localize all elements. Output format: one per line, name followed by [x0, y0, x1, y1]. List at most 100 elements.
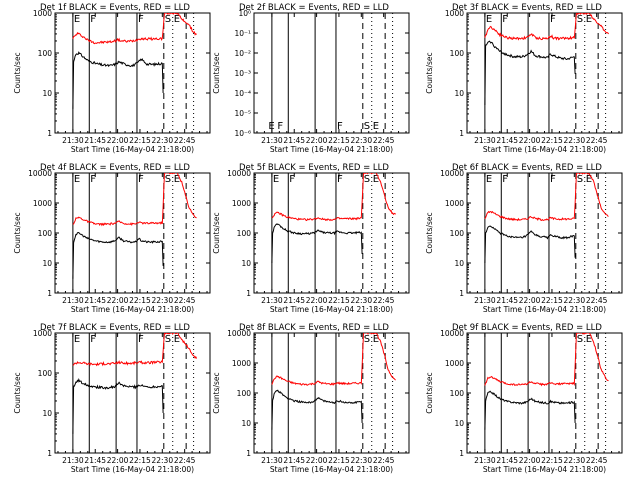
event-marker: F [138, 14, 144, 25]
y-tick-label: 10 [241, 419, 251, 428]
event-marker: F [502, 14, 508, 25]
y-tick-label: 10 [42, 89, 52, 98]
series-events [72, 51, 164, 109]
x-tick-label: 22:30 [350, 136, 372, 145]
x-tick-label: 22:15 [541, 456, 563, 465]
x-tick-label: 22:45 [586, 136, 608, 145]
y-tick-label: 1000 [33, 199, 52, 208]
event-marker: F [90, 14, 96, 25]
y-tick-label: 1000 [445, 359, 464, 368]
x-axis-label: Start Time (16-May-04 21:18:00) [270, 465, 393, 474]
y-axis-label: Counts/sec [212, 52, 221, 93]
plot-frame [253, 332, 410, 454]
x-tick-label: 22:00 [306, 456, 328, 465]
y-tick-label: 10⁻² [234, 49, 251, 58]
y-tick-label: 100 [38, 229, 53, 238]
x-tick-label: 21:30 [474, 456, 496, 465]
y-tick-label: 1000 [445, 9, 464, 18]
event-marker: E [74, 334, 80, 345]
panel-title: Det 1f BLACK = Events, RED = LLD [40, 3, 190, 13]
y-axis-label: Counts/sec [425, 372, 434, 413]
x-tick-label: 22:00 [107, 136, 129, 145]
event-marker: S [364, 174, 370, 185]
x-tick-label: 21:30 [62, 456, 84, 465]
x-tick-label: 22:15 [129, 136, 151, 145]
x-tick-label: 21:30 [62, 136, 84, 145]
x-tick-label: 22:15 [328, 456, 350, 465]
event-marker: S [577, 334, 583, 345]
y-tick-label: 100 [237, 389, 252, 398]
panel-title: Det 2f BLACK = Events, RED = LLD [239, 3, 389, 13]
x-axis-label: Start Time (16-May-04 21:18:00) [71, 145, 194, 154]
x-tick-label: 21:30 [474, 136, 496, 145]
event-marker: S [364, 334, 370, 345]
x-tick-label: 22:30 [563, 456, 585, 465]
x-tick-label: 21:45 [84, 296, 106, 305]
event-marker: F [502, 174, 508, 185]
y-tick-label: 10⁻¹ [234, 29, 251, 38]
event-marker: F [337, 121, 343, 132]
series-lld [484, 13, 609, 41]
event-marker: E [273, 174, 279, 185]
plot-frame [253, 12, 410, 134]
y-tick-label: 1000 [33, 329, 52, 338]
y-tick-label: 1 [459, 129, 464, 138]
series-lld [484, 333, 609, 387]
event-marker: E [174, 14, 180, 25]
x-tick-label: 22:45 [586, 456, 608, 465]
series-lld [72, 173, 197, 227]
x-tick-label: 22:15 [129, 456, 151, 465]
x-axis-label: Start Time (16-May-04 21:18:00) [270, 145, 393, 154]
x-tick-label: 22:45 [174, 136, 196, 145]
panel-title: Det 6f BLACK = Events, RED = LLD [452, 163, 602, 173]
panel-title: Det 9f BLACK = Events, RED = LLD [452, 323, 602, 333]
x-tick-label: 22:45 [373, 296, 395, 305]
x-tick-label: 22:30 [151, 456, 173, 465]
event-marker: E [174, 334, 180, 345]
y-tick-label: 10000 [440, 169, 464, 178]
series-lld [271, 333, 396, 386]
x-tick-label: 22:30 [350, 296, 372, 305]
event-marker: E [486, 14, 492, 25]
event-marker: E [174, 174, 180, 185]
y-tick-label: 1 [459, 289, 464, 298]
y-axis-label: Counts/sec [13, 372, 22, 413]
x-tick-label: 21:30 [62, 296, 84, 305]
series-events [484, 225, 576, 264]
event-marker: S [577, 14, 583, 25]
panel-title: Det 3f BLACK = Events, RED = LLD [452, 3, 602, 13]
event-marker: F [138, 174, 144, 185]
y-tick-label: 100 [237, 229, 252, 238]
x-tick-label: 22:30 [563, 136, 585, 145]
event-marker: E [74, 14, 80, 25]
x-tick-label: 22:15 [328, 136, 350, 145]
y-tick-label: 100 [38, 49, 53, 58]
event-marker: F [337, 174, 343, 185]
event-marker: S [165, 14, 171, 25]
x-tick-label: 22:00 [519, 296, 541, 305]
event-marker: E [268, 121, 274, 132]
x-tick-label: 21:45 [283, 456, 305, 465]
x-tick-label: 21:30 [261, 136, 283, 145]
series-events [484, 40, 576, 106]
plot-frame [466, 332, 623, 454]
event-marker: F [90, 174, 96, 185]
event-marker: F [550, 174, 556, 185]
y-tick-label: 100 [450, 229, 465, 238]
panel-title: Det 8f BLACK = Events, RED = LLD [239, 323, 389, 333]
x-tick-label: 22:30 [350, 456, 372, 465]
y-tick-label: 1 [47, 289, 52, 298]
x-axis-label: Start Time (16-May-04 21:18:00) [483, 145, 606, 154]
series-lld [72, 333, 198, 367]
event-marker: S [165, 334, 171, 345]
panel-title: Det 5f BLACK = Events, RED = LLD [239, 163, 389, 173]
x-tick-label: 22:45 [174, 456, 196, 465]
y-tick-label: 10⁻⁴ [234, 89, 251, 98]
